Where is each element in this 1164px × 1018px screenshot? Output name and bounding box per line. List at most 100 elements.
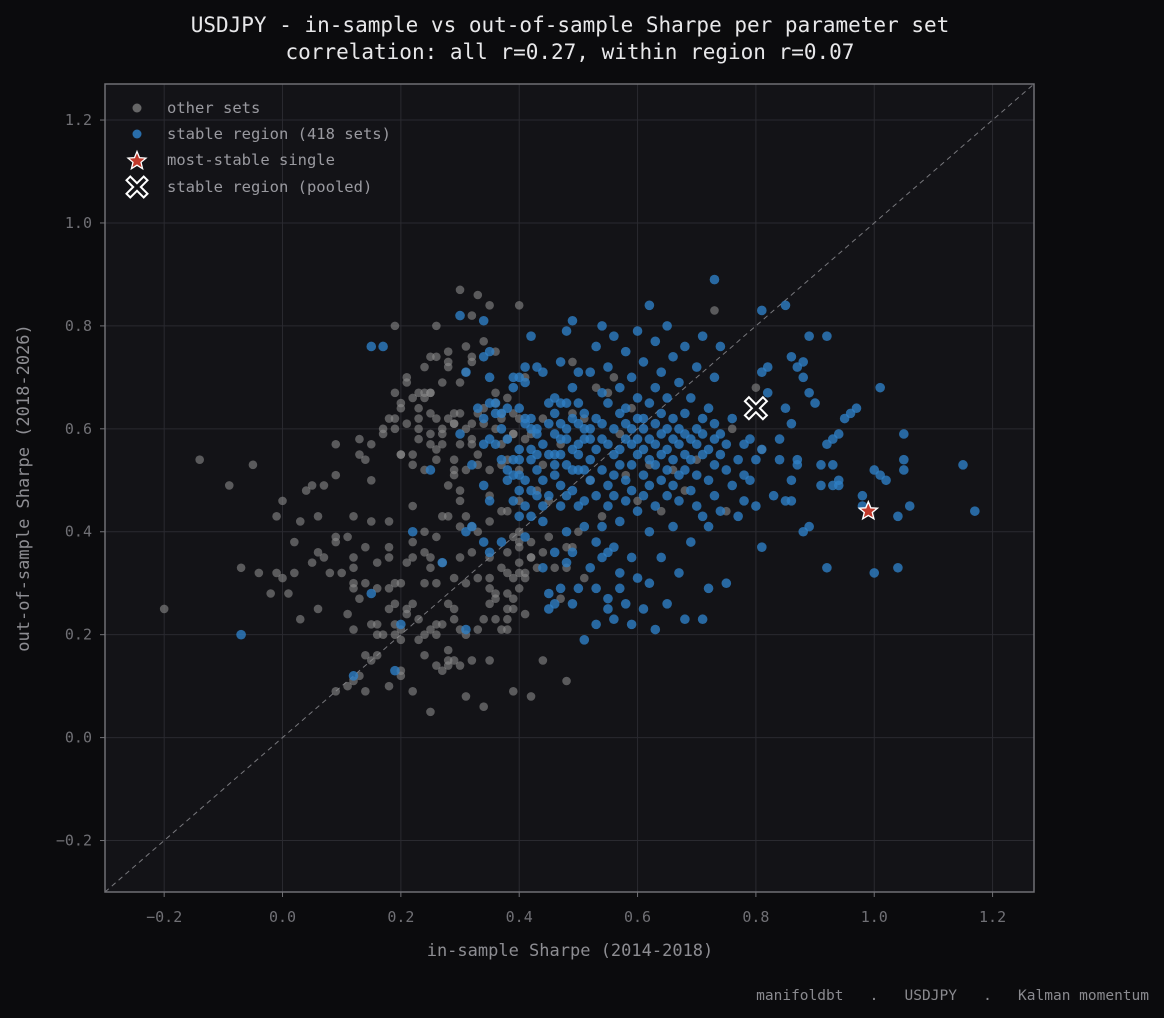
stable-region-point [703, 521, 714, 532]
stable-region-point [478, 315, 489, 326]
other-set-point [508, 604, 518, 614]
stable-region-point [644, 398, 655, 408]
stable-region-point [532, 449, 542, 460]
other-set-point [432, 532, 441, 542]
stable-region-point [816, 460, 826, 470]
other-set-point [437, 439, 447, 449]
most-stable-single-star [857, 499, 880, 521]
stable-region-point [632, 506, 643, 516]
stable-region-point [620, 598, 631, 609]
stable-region-point [626, 424, 637, 434]
stable-region-point [626, 619, 637, 630]
stable-region-point [638, 413, 649, 424]
stable-region-point [472, 403, 483, 414]
stable-region-point [514, 511, 525, 522]
stable-region-point [502, 403, 513, 414]
stable-region-point [816, 480, 826, 491]
stable-region-point [532, 490, 542, 501]
stable-region-point [626, 460, 637, 470]
other-set-point [508, 573, 518, 583]
other-set-point [361, 650, 370, 660]
stable-region-point [768, 490, 779, 501]
other-set-point [485, 517, 494, 526]
stable-region-point [638, 424, 649, 434]
stable-region-point [899, 465, 909, 475]
stable-region-point [881, 475, 891, 486]
other-set-point [503, 548, 512, 557]
stable-region-point [638, 444, 649, 455]
stable-region-point [721, 465, 732, 475]
other-set-point [384, 517, 394, 526]
other-set-point [402, 609, 412, 619]
plot-frame [104, 83, 1035, 893]
stable-region-point [703, 403, 714, 414]
other-set-point [432, 630, 441, 639]
stable-region-point [496, 537, 507, 547]
stable-region-point [603, 439, 613, 450]
other-set-point [337, 568, 346, 578]
stable-region-point [366, 588, 377, 599]
other-set-point [372, 630, 382, 639]
stable-region-point [626, 552, 637, 563]
stable-region-point [662, 444, 672, 455]
stable-region-point [715, 429, 726, 439]
other-set-point [414, 388, 423, 398]
other-set-point [432, 352, 441, 362]
other-set-point [461, 692, 471, 701]
other-set-point [384, 414, 394, 423]
other-set-point [408, 393, 417, 403]
stable-region-point [543, 418, 554, 429]
stable-region-point [620, 346, 631, 357]
stable-region-point [798, 357, 809, 367]
stable-region-point [804, 521, 814, 532]
stable-region-point [526, 413, 536, 424]
stable-region-point [638, 357, 649, 367]
other-set-point [426, 409, 435, 418]
other-set-point [526, 553, 536, 562]
other-set-point [355, 450, 364, 459]
stable-region-point [514, 444, 525, 455]
other-set-point [526, 692, 536, 701]
other-set-point [378, 630, 388, 639]
stable-region-point [798, 372, 809, 383]
other-set-point [266, 589, 275, 598]
stable-region-point [603, 604, 613, 614]
stable-region-point [520, 501, 530, 511]
other-set-point [331, 470, 341, 480]
stable-region-point [638, 490, 649, 501]
other-set-point [278, 573, 287, 583]
legend-star-marker [126, 149, 148, 171]
other-set-point [485, 573, 494, 583]
stable-region-point [721, 439, 732, 450]
stable-region-point [603, 593, 613, 604]
stable-region-point [833, 429, 844, 439]
stable-region-point [490, 439, 501, 450]
other-set-point [420, 630, 429, 639]
other-set-point [455, 486, 465, 495]
stable-region-point [591, 537, 601, 547]
other-set-point [467, 357, 477, 367]
stable-region-point [691, 470, 702, 480]
stable-region-point [609, 424, 619, 434]
other-set-point [449, 614, 459, 624]
stable-region-point [810, 398, 820, 408]
stable-region-point [591, 341, 601, 352]
stable-region-point [733, 454, 743, 465]
stable-region-point [851, 403, 862, 414]
stable-region-point [496, 424, 507, 434]
other-set-point [432, 321, 441, 331]
stable-region-point [697, 331, 708, 341]
stable-region-point [597, 521, 607, 532]
other-set-point [544, 532, 554, 542]
other-set-point [325, 568, 335, 578]
stable-region-point [780, 403, 791, 414]
stable-region-point [585, 424, 596, 434]
stable-region-point [502, 434, 513, 444]
other-set-point [432, 661, 441, 670]
stable-region-point [609, 331, 619, 341]
stable-region-point [893, 511, 903, 522]
stable-region-point [638, 604, 649, 614]
other-set-point [384, 553, 394, 562]
stable-region-point [561, 434, 572, 444]
other-set-point [426, 429, 435, 439]
